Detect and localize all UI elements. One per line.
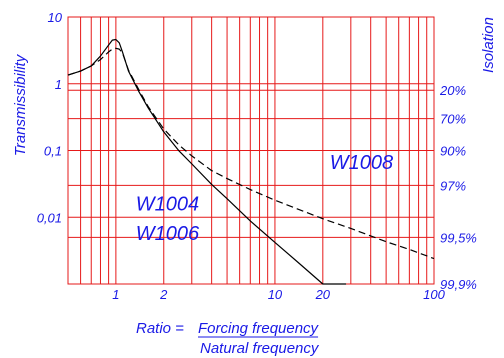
x-tick-label: 10 — [268, 287, 283, 302]
y-tick-label: 10 — [48, 10, 63, 25]
series-annotation: W1008 — [330, 152, 393, 174]
isolation-tick-label: 90% — [440, 144, 466, 159]
y-tick-label: 1 — [55, 77, 62, 92]
x-tick-label: 2 — [159, 287, 168, 302]
series-annotation: W1006 — [136, 223, 200, 245]
isolation-tick-label: 70% — [440, 112, 466, 127]
series-line-1 — [67, 47, 435, 260]
y-tick-label: 0,01 — [37, 210, 62, 225]
isolation-tick-label: 97% — [440, 178, 466, 193]
series-annotation: W1004 — [136, 194, 199, 216]
label-layer: 10 1 0,1 0,01 20% 70% 90% 97% 99,5% 99,9% 1 2 10 20 10… — [12, 10, 497, 357]
isolation-tick-label: 99,5% — [440, 230, 477, 245]
curve-layer — [67, 38, 435, 285]
y-tick-label: 0,1 — [44, 144, 62, 159]
x-tick-label: 20 — [315, 287, 331, 302]
x-tick-label: 100 — [423, 287, 445, 302]
y-axis-title: Transmissibility — [12, 53, 29, 156]
series-line-0 — [67, 38, 347, 285]
x-axis-title: Ratio = Forcing frequency Natural frequen… — [136, 320, 320, 357]
x-axis-title-prefix: Ratio = — [136, 320, 184, 337]
plot-frame — [67, 16, 435, 285]
grid-layer — [67, 16, 435, 285]
isolation-tick-label: 99,9% — [440, 277, 477, 292]
x-axis-title-numerator: Forcing frequency — [198, 320, 320, 337]
x-axis-title-denominator: Natural frequency — [200, 340, 320, 357]
isolation-tick-label: 20% — [439, 83, 466, 98]
y2-axis-title: Isolation — [480, 17, 497, 73]
x-tick-label: 1 — [112, 287, 119, 302]
